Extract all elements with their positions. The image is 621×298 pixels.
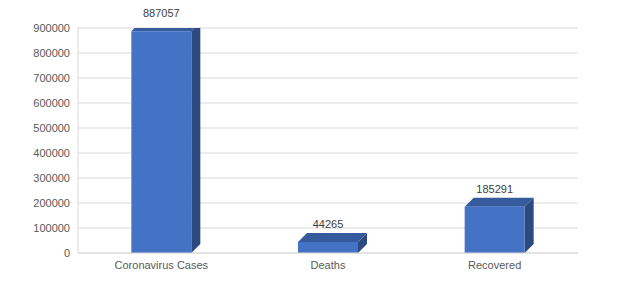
svg-text:887057: 887057 xyxy=(143,8,180,19)
svg-text:500000: 500000 xyxy=(33,122,70,134)
svg-text:Recovered: Recovered xyxy=(468,259,521,271)
svg-text:185291: 185291 xyxy=(476,183,513,195)
svg-text:100000: 100000 xyxy=(33,222,70,234)
svg-text:300000: 300000 xyxy=(33,172,70,184)
svg-text:700000: 700000 xyxy=(33,72,70,84)
svg-text:800000: 800000 xyxy=(33,47,70,59)
svg-text:900000: 900000 xyxy=(33,22,70,34)
svg-text:Deaths: Deaths xyxy=(311,259,346,271)
svg-text:44265: 44265 xyxy=(313,218,344,230)
svg-text:600000: 600000 xyxy=(33,97,70,109)
svg-text:0: 0 xyxy=(64,247,70,259)
svg-text:200000: 200000 xyxy=(33,197,70,209)
svg-text:400000: 400000 xyxy=(33,147,70,159)
svg-text:Coronavirus Cases: Coronavirus Cases xyxy=(115,259,209,271)
